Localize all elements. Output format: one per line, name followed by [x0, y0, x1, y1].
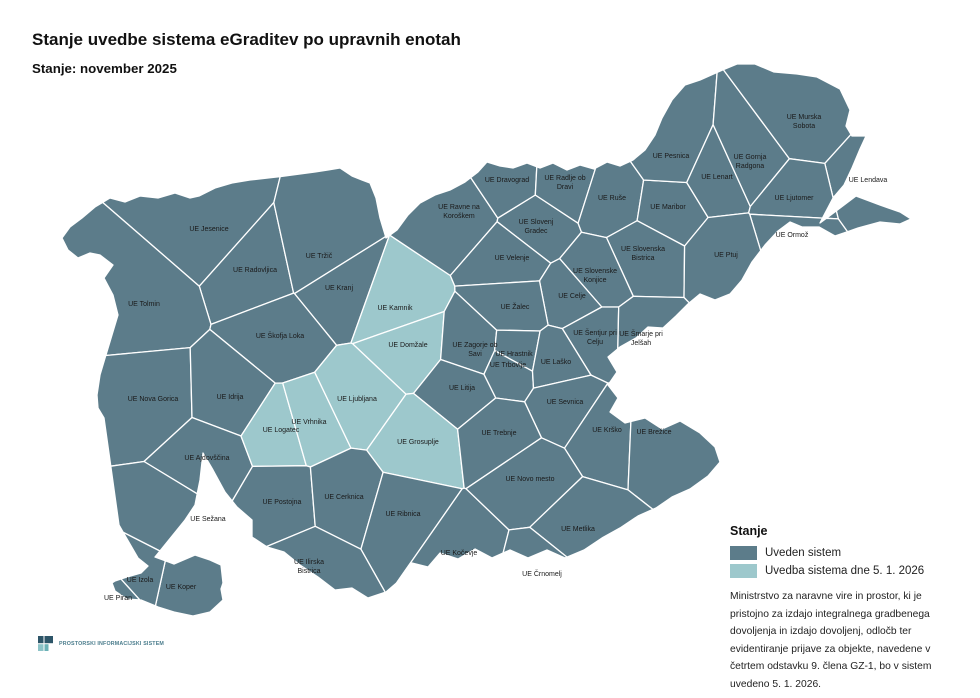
svg-text:UE Žalec: UE Žalec — [501, 302, 530, 311]
svg-text:UE Vrhnika: UE Vrhnika — [291, 419, 326, 426]
svg-text:UE Logatec: UE Logatec — [263, 427, 300, 434]
svg-text:Koroškem: Koroškem — [443, 213, 475, 220]
svg-text:Savi: Savi — [468, 351, 482, 358]
svg-text:UE Ribnica: UE Ribnica — [385, 511, 420, 518]
svg-text:Dravi: Dravi — [557, 184, 574, 191]
svg-text:UE Slovenske: UE Slovenske — [573, 268, 617, 275]
svg-text:Celju: Celju — [587, 339, 603, 346]
svg-text:UE Ilirska: UE Ilirska — [294, 559, 324, 566]
svg-text:UE Krško: UE Krško — [592, 427, 622, 434]
svg-text:UE Jesenice: UE Jesenice — [189, 226, 228, 233]
svg-text:UE Ravne na: UE Ravne na — [438, 204, 480, 211]
svg-text:UE Novo mesto: UE Novo mesto — [505, 476, 554, 483]
svg-text:UE Domžale: UE Domžale — [388, 342, 427, 349]
svg-text:UE Šmarje pri: UE Šmarje pri — [619, 329, 663, 338]
svg-text:UE Kranj: UE Kranj — [325, 285, 353, 292]
svg-text:UE Litija: UE Litija — [449, 385, 475, 392]
svg-text:Bistrica: Bistrica — [298, 568, 321, 575]
svg-text:UE Ljubljana: UE Ljubljana — [337, 396, 377, 403]
svg-text:UE Maribor: UE Maribor — [650, 204, 686, 211]
svg-text:UE Koper: UE Koper — [166, 584, 197, 591]
svg-text:UE Sevnica: UE Sevnica — [547, 399, 584, 406]
svg-text:Konjice: Konjice — [584, 277, 607, 284]
svg-text:Sobota: Sobota — [793, 123, 815, 130]
svg-text:UE Ormož: UE Ormož — [776, 232, 809, 239]
svg-text:Jelšah: Jelšah — [631, 340, 651, 347]
svg-text:UE Tolmin: UE Tolmin — [128, 301, 160, 308]
svg-text:UE Metlika: UE Metlika — [561, 526, 595, 533]
svg-text:UE Ljutomer: UE Ljutomer — [775, 195, 815, 202]
svg-text:UE Tržič: UE Tržič — [306, 253, 333, 260]
svg-text:Gradec: Gradec — [525, 228, 548, 235]
svg-text:UE Ruše: UE Ruše — [598, 195, 626, 202]
svg-text:UE Dravograd: UE Dravograd — [485, 177, 529, 184]
svg-text:UE Radovljica: UE Radovljica — [233, 267, 277, 274]
svg-text:UE Izola: UE Izola — [127, 577, 154, 584]
svg-text:UE Slovenj: UE Slovenj — [519, 219, 554, 226]
svg-text:UE Črnomelj: UE Črnomelj — [522, 569, 562, 578]
svg-text:UE Ptuj: UE Ptuj — [714, 252, 738, 259]
svg-text:UE Ajdovščina: UE Ajdovščina — [184, 455, 229, 462]
svg-text:UE Sežana: UE Sežana — [190, 516, 226, 523]
svg-text:UE Postojna: UE Postojna — [263, 499, 302, 506]
svg-text:Radgona: Radgona — [736, 163, 765, 170]
svg-text:UE Murska: UE Murska — [787, 114, 822, 121]
svg-text:UE Lenart: UE Lenart — [701, 174, 733, 181]
svg-text:UE Velenje: UE Velenje — [495, 255, 530, 262]
svg-text:UE Brežice: UE Brežice — [636, 429, 671, 436]
svg-text:UE Piran: UE Piran — [104, 595, 132, 602]
svg-text:UE Celje: UE Celje — [558, 293, 586, 300]
svg-text:UE Trbovlje: UE Trbovlje — [490, 362, 526, 369]
svg-text:UE Trebnje: UE Trebnje — [481, 430, 516, 437]
svg-text:UE Lendava: UE Lendava — [849, 177, 888, 184]
svg-text:UE Slovenska: UE Slovenska — [621, 246, 665, 253]
svg-text:UE Radlje ob: UE Radlje ob — [544, 175, 585, 182]
svg-text:UE Gornja: UE Gornja — [734, 154, 767, 161]
svg-text:UE Cerknica: UE Cerknica — [324, 494, 363, 501]
svg-text:UE Zagorje ob: UE Zagorje ob — [452, 342, 497, 349]
svg-text:UE Nova Gorica: UE Nova Gorica — [128, 396, 179, 403]
svg-text:UE Grosuplje: UE Grosuplje — [397, 439, 439, 446]
svg-text:UE Kočevje: UE Kočevje — [441, 550, 478, 557]
svg-text:UE Šentjur pri: UE Šentjur pri — [573, 328, 617, 337]
svg-text:UE Laško: UE Laško — [541, 359, 571, 366]
svg-text:Bistrica: Bistrica — [632, 255, 655, 262]
svg-text:UE Idrija: UE Idrija — [217, 394, 244, 401]
svg-text:UE Škofja Loka: UE Škofja Loka — [256, 331, 304, 340]
svg-text:UE Pesnica: UE Pesnica — [653, 153, 690, 160]
svg-text:UE Hrastnik: UE Hrastnik — [495, 351, 533, 358]
svg-text:UE Kamnik: UE Kamnik — [377, 305, 413, 312]
